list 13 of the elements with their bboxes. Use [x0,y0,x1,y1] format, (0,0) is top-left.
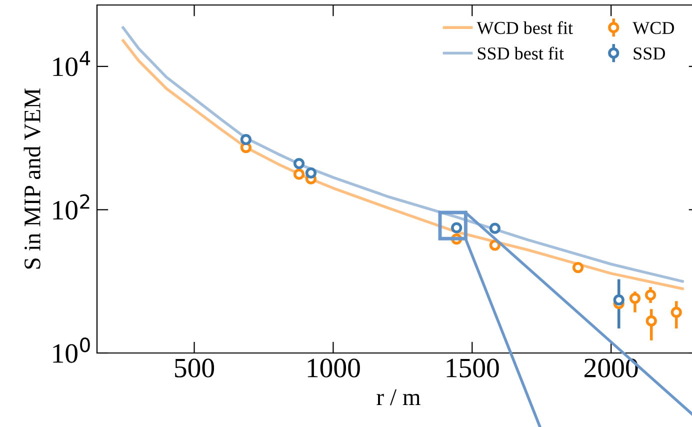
legend-label: SSD [634,47,665,60]
y-tick-label: 10$^{0}$ [53,338,90,363]
y-axis-title: S in MIP and VEM [24,88,41,269]
y-tick-label: 10$^{4}$ [53,51,90,76]
legend-label: SSD best fit [478,46,564,60]
x-axis-title: r / m [376,389,420,406]
x-tick-label: 500 [175,358,214,378]
x-tick-label: 1500 [446,358,499,378]
legend-label: WCD [632,22,674,34]
legend-label: WCD best fit [476,21,573,34]
x-tick-label: 1000 [308,358,360,378]
x-tick-label: 2000 [584,358,638,378]
y-tick-label: 10$^{2}$ [53,194,90,220]
